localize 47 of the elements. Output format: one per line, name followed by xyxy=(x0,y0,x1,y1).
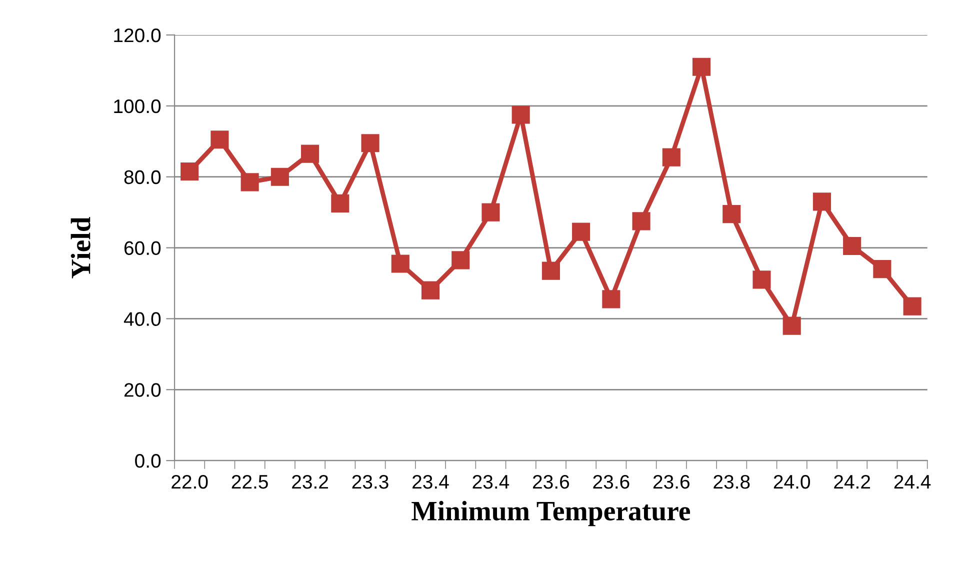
point xyxy=(572,222,590,241)
point xyxy=(421,281,440,300)
point xyxy=(602,290,620,308)
y-tick-label: 120.0 xyxy=(114,28,161,42)
point xyxy=(903,297,922,316)
x-tick-label: 23.4 xyxy=(412,474,449,489)
point xyxy=(782,316,801,335)
point xyxy=(843,236,862,256)
point xyxy=(542,262,560,280)
point xyxy=(240,173,259,192)
x-axis-title: Minimum Temperature xyxy=(412,500,690,526)
y-tick-label: 80.0 xyxy=(124,170,161,184)
y-axis-title: Yield xyxy=(70,216,90,278)
point xyxy=(180,162,199,181)
x-tick-label: 22.0 xyxy=(172,474,208,489)
point xyxy=(452,251,470,270)
x-tick-label: 24.0 xyxy=(774,474,810,489)
point xyxy=(512,106,530,124)
x-tick-label: 23.8 xyxy=(714,474,750,489)
point xyxy=(662,148,680,166)
x-tick-label: 23.6 xyxy=(653,474,690,489)
x-tick-label: 23.6 xyxy=(593,474,630,489)
point xyxy=(210,130,229,149)
y-tick-label: 60.0 xyxy=(124,241,161,256)
x-tick-label: 23.3 xyxy=(352,474,388,489)
point xyxy=(270,168,289,186)
x-tick-label: 23.2 xyxy=(292,474,328,489)
y-tick-label: 0.0 xyxy=(135,454,161,468)
x-tick-label: 22.5 xyxy=(232,474,268,489)
point xyxy=(301,144,320,163)
point xyxy=(361,134,380,152)
y-tick-label: 40.0 xyxy=(124,312,161,326)
x-tick-label: 23.6 xyxy=(533,474,570,489)
point xyxy=(632,212,650,230)
point xyxy=(692,58,711,76)
x-tick-label: 24.4 xyxy=(894,474,931,489)
point xyxy=(722,205,741,224)
point xyxy=(331,194,350,212)
point xyxy=(391,254,410,273)
point xyxy=(812,192,831,211)
point xyxy=(752,270,771,289)
point xyxy=(873,260,892,278)
y-tick-label: 100.0 xyxy=(114,99,161,114)
y-tick-label: 20.0 xyxy=(124,383,161,397)
x-tick-label: 24.2 xyxy=(834,474,870,489)
x-tick-label: 23.4 xyxy=(472,474,510,489)
point xyxy=(482,203,500,222)
